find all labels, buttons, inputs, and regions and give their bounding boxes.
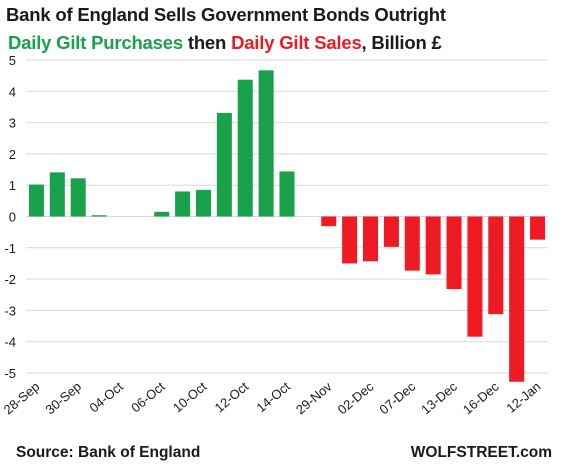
bar <box>154 211 170 217</box>
bar <box>467 216 483 337</box>
bar <box>342 216 358 264</box>
x-tick-label: 28-Sep <box>1 379 43 417</box>
bar <box>321 216 337 227</box>
x-tick-label: 02-Dec <box>335 378 377 417</box>
bar <box>363 216 379 262</box>
bar <box>175 191 191 217</box>
y-tick-label: 3 <box>9 116 16 131</box>
bar <box>509 216 525 382</box>
x-tick-label: 16-Dec <box>460 378 502 417</box>
subtitle-units: , Billion £ <box>361 32 442 53</box>
bar <box>216 112 232 217</box>
y-tick-label: 1 <box>9 178 16 193</box>
y-tick-label: 4 <box>9 84 16 99</box>
bar <box>49 172 65 217</box>
bar <box>404 216 420 271</box>
x-tick-label: 13-Dec <box>418 378 460 417</box>
bar <box>425 216 441 275</box>
y-tick-label: -3 <box>4 303 16 318</box>
bar <box>91 215 107 217</box>
x-tick-label: 12-Jan <box>503 379 543 416</box>
bar <box>70 178 86 217</box>
bar <box>28 184 44 217</box>
chart-subtitle: Daily Gilt Purchases then Daily Gilt Sal… <box>8 32 442 54</box>
y-tick-label: 0 <box>9 210 16 225</box>
bar <box>279 171 295 217</box>
chart-title: Bank of England Sells Government Bonds O… <box>6 4 446 25</box>
bar <box>383 216 399 247</box>
y-tick-label: -4 <box>4 335 16 350</box>
x-tick-label: 29-Nov <box>293 378 335 417</box>
y-tick-label: 2 <box>9 147 16 162</box>
source-note: Source: Bank of England <box>16 444 201 461</box>
x-tick-label: 30-Sep <box>42 379 84 417</box>
bar <box>488 216 504 315</box>
bar <box>237 79 253 217</box>
bar <box>195 189 211 217</box>
bar <box>446 216 462 290</box>
y-tick-label: -5 <box>4 366 16 381</box>
x-tick-label: 10-Oct <box>170 379 210 416</box>
y-tick-label: -1 <box>4 241 16 256</box>
subtitle-purchases: Daily Gilt Purchases <box>8 32 183 53</box>
subtitle-then: then <box>182 32 232 53</box>
bar <box>530 216 546 240</box>
bar <box>258 70 274 217</box>
x-tick-label: 07-Dec <box>376 378 418 417</box>
x-tick-label: 04-Oct <box>86 379 126 416</box>
y-tick-label: 5 <box>9 53 16 68</box>
subtitle-sales: Daily Gilt Sales <box>231 32 362 53</box>
y-tick-label: -2 <box>4 272 16 287</box>
brand-watermark: WOLFSTREET.com <box>410 444 552 461</box>
x-tick-label: 06-Oct <box>128 379 168 416</box>
x-tick-label: 12-Oct <box>212 379 252 416</box>
x-tick-label: 14-Oct <box>253 379 293 416</box>
